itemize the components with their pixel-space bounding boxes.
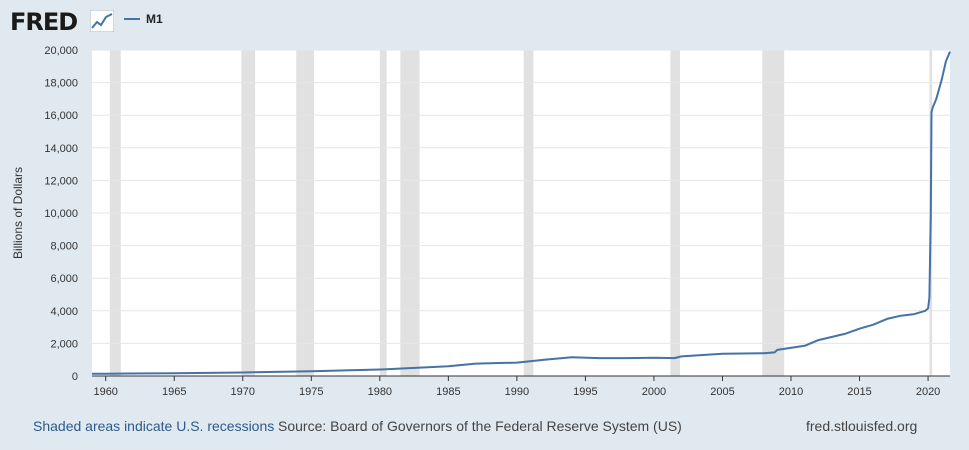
source-text: Source: Board of Governors of the Federa… (278, 418, 682, 434)
site-link[interactable]: fred.stlouisfed.org (806, 418, 918, 434)
x-tick-label: 2000 (642, 386, 666, 398)
y-tick-label: 12,000 (44, 175, 78, 187)
y-axis-ticks: 0 2,000 4,000 6,000 8,000 10,000 12,000 14,000 1… (44, 45, 78, 383)
legend-label: M1 (146, 12, 163, 26)
legend[interactable]: M1 (124, 12, 163, 26)
y-tick-label: 20,000 (44, 45, 78, 57)
x-tick-label: 1960 (93, 386, 117, 398)
x-axis-ticks: 1960 1965 1970 1975 1980 1985 1990 1995 2000 2005… (93, 376, 940, 398)
x-tick-label: 1975 (299, 386, 323, 398)
y-tick-label: 8,000 (50, 241, 78, 253)
x-tick-label: 1965 (162, 386, 186, 398)
x-tick-label: 1970 (231, 386, 255, 398)
x-tick-label: 2020 (916, 386, 940, 398)
grid-lines (92, 49, 950, 344)
x-tick-label: 1980 (368, 386, 392, 398)
legend-swatch (124, 18, 140, 20)
series-layer (92, 51, 951, 375)
y-tick-label: 16,000 (44, 110, 78, 122)
chart: 0 2,000 4,000 6,000 8,000 10,000 12,000 14,000 1… (11, 45, 951, 398)
x-tick-label: 1990 (505, 386, 529, 398)
y-tick-label: 18,000 (44, 78, 78, 90)
x-tick-label: 2005 (710, 386, 734, 398)
y-tick-label: 0 (72, 371, 78, 383)
recession-note[interactable]: Shaded areas indicate U.S. recessions (33, 418, 275, 434)
x-tick-label: 1995 (573, 386, 597, 398)
x-tick-label: 2010 (779, 386, 803, 398)
y-tick-label: 2,000 (50, 338, 78, 350)
y-tick-label: 10,000 (44, 208, 78, 220)
x-tick-label: 2015 (847, 386, 871, 398)
y-tick-label: 6,000 (50, 273, 78, 285)
x-tick-label: 1985 (436, 386, 460, 398)
chart-line-icon (90, 10, 114, 32)
series-line (92, 51, 951, 375)
y-tick-label: 4,000 (50, 306, 78, 318)
y-axis-label: Billions of Dollars (11, 167, 25, 259)
fred-logo[interactable]: FRED (10, 8, 78, 36)
y-tick-label: 14,000 (44, 143, 78, 155)
